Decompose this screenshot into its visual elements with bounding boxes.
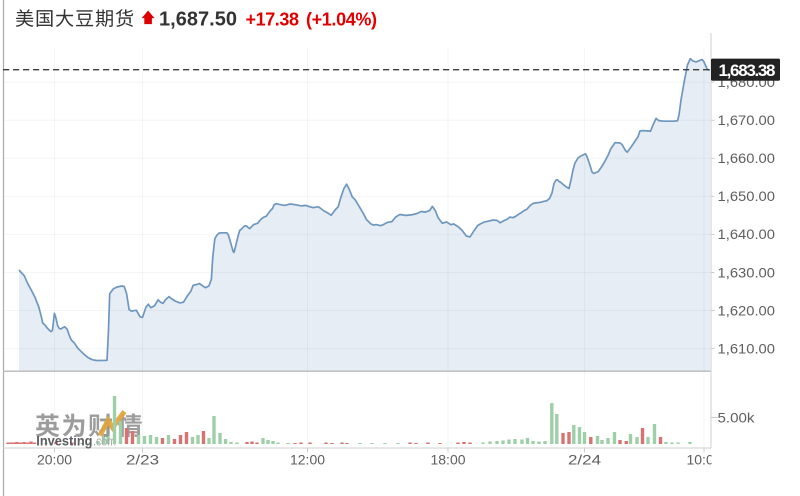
svg-text:18:00: 18:00 [431, 453, 466, 468]
svg-text:Investing: Investing [36, 432, 92, 448]
svg-text:1,650.00: 1,650.00 [718, 189, 776, 204]
svg-text:+17.38: +17.38 [246, 10, 300, 30]
svg-text:5.00k: 5.00k [718, 410, 755, 425]
svg-text:1,620.00: 1,620.00 [718, 303, 776, 318]
svg-text:(+1.04%): (+1.04%) [306, 10, 377, 30]
svg-text:1,660.00: 1,660.00 [718, 151, 776, 166]
svg-text:20:00: 20:00 [37, 453, 72, 468]
svg-text:2/24: 2/24 [568, 453, 601, 468]
svg-text:.com: .com [93, 433, 116, 448]
svg-text:1,687.50: 1,687.50 [159, 9, 237, 31]
svg-text:1,683.38: 1,683.38 [719, 61, 776, 80]
svg-text:10:00: 10:00 [687, 453, 722, 468]
svg-text:2/23: 2/23 [126, 453, 159, 468]
svg-text:12:00: 12:00 [290, 453, 325, 468]
svg-text:1,640.00: 1,640.00 [718, 227, 776, 242]
svg-text:1,630.00: 1,630.00 [718, 265, 776, 280]
svg-text:1,610.00: 1,610.00 [718, 341, 776, 356]
svg-text:1,670.00: 1,670.00 [718, 113, 776, 128]
